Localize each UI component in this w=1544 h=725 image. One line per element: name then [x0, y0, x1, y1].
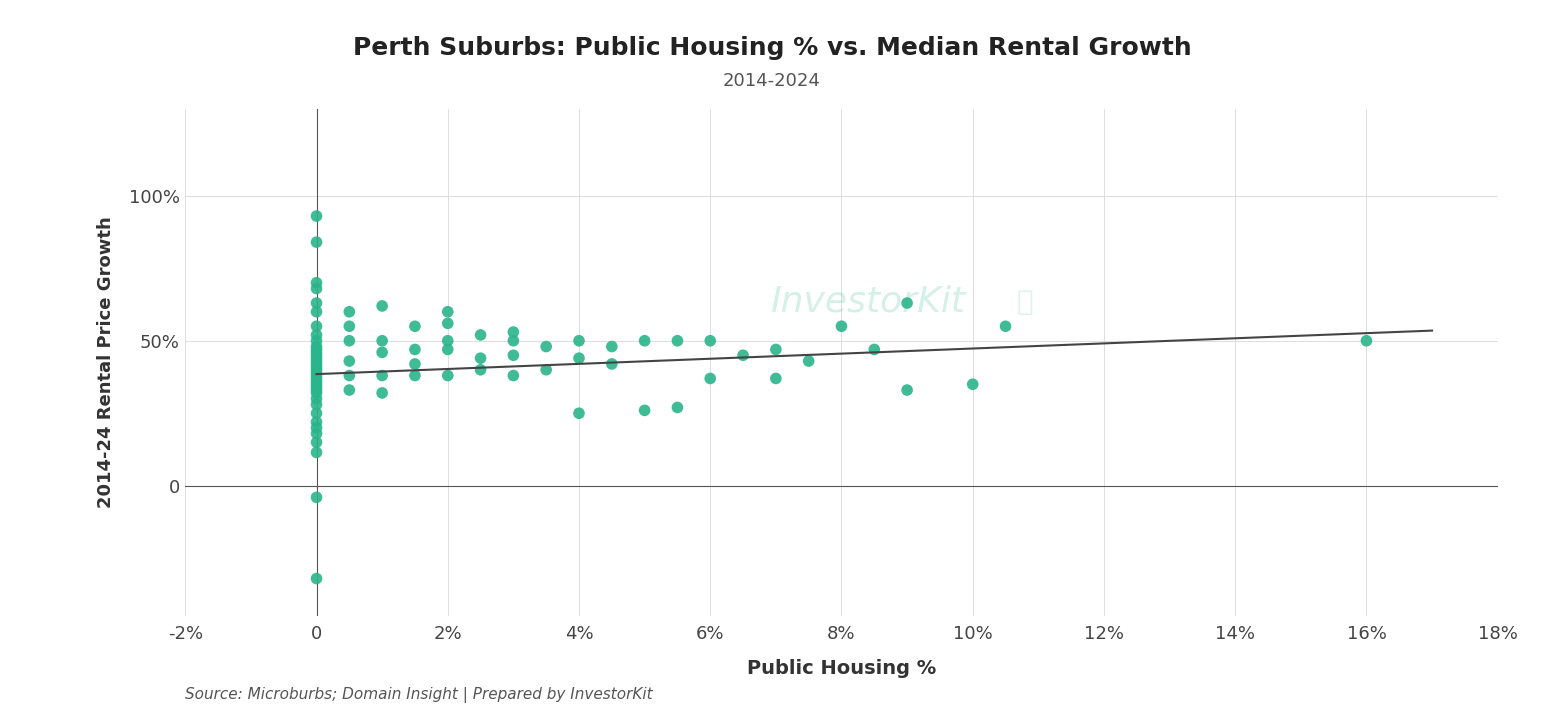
Point	[337, 370, 361, 381]
Point	[304, 210, 329, 222]
Point	[797, 355, 821, 367]
Point	[304, 367, 329, 378]
Point	[304, 297, 329, 309]
Point	[698, 335, 723, 347]
Point	[304, 447, 329, 458]
Point	[304, 329, 329, 341]
Point	[371, 387, 395, 399]
Point	[665, 402, 690, 413]
Point	[304, 373, 329, 384]
Point	[698, 373, 723, 384]
Point	[337, 306, 361, 318]
Text: InvestorKit: InvestorKit	[770, 285, 965, 318]
Point	[435, 370, 460, 381]
Point	[862, 344, 886, 355]
Point	[435, 306, 460, 318]
Point	[337, 320, 361, 332]
Point	[894, 297, 919, 309]
Point	[304, 364, 329, 376]
Point	[567, 352, 591, 364]
Point	[730, 349, 755, 361]
Text: Source: Microburbs; Domain Insight | Prepared by InvestorKit: Source: Microburbs; Domain Insight | Pre…	[185, 687, 653, 703]
Point	[435, 335, 460, 347]
Point	[435, 318, 460, 329]
Point	[304, 399, 329, 410]
Point	[304, 355, 329, 367]
Point	[304, 428, 329, 439]
Point	[993, 320, 1017, 332]
Point	[304, 347, 329, 358]
Text: 2014-2024: 2014-2024	[723, 72, 821, 91]
Point	[304, 407, 329, 419]
Point	[304, 277, 329, 289]
Point	[500, 349, 525, 361]
Point	[567, 407, 591, 419]
Point	[304, 306, 329, 318]
Text: Perth Suburbs: Public Housing % vs. Median Rental Growth: Perth Suburbs: Public Housing % vs. Medi…	[352, 36, 1192, 60]
Point	[599, 341, 624, 352]
Point	[371, 370, 395, 381]
Point	[304, 335, 329, 347]
Point	[534, 341, 559, 352]
Point	[468, 329, 493, 341]
Point	[665, 335, 690, 347]
Point	[371, 347, 395, 358]
Point	[534, 364, 559, 376]
Point	[337, 355, 361, 367]
Point	[371, 335, 395, 347]
Point	[599, 358, 624, 370]
Point	[500, 335, 525, 347]
Point	[764, 344, 789, 355]
Point	[304, 344, 329, 355]
Point	[500, 326, 525, 338]
Point	[304, 416, 329, 428]
Point	[304, 341, 329, 352]
Point	[304, 422, 329, 434]
Point	[894, 384, 919, 396]
Point	[500, 370, 525, 381]
Point	[304, 436, 329, 448]
Point	[304, 370, 329, 381]
Point	[960, 378, 985, 390]
Point	[371, 300, 395, 312]
Point	[304, 573, 329, 584]
Point	[304, 283, 329, 294]
Point	[403, 344, 428, 355]
Point	[304, 492, 329, 503]
Point	[435, 344, 460, 355]
Point	[304, 236, 329, 248]
Point	[403, 370, 428, 381]
Point	[304, 381, 329, 393]
Point	[337, 335, 361, 347]
Point	[304, 393, 329, 405]
Point	[304, 358, 329, 370]
Point	[829, 320, 854, 332]
Point	[304, 384, 329, 396]
Point	[304, 376, 329, 387]
Point	[1354, 335, 1379, 347]
Point	[304, 352, 329, 364]
Point	[304, 387, 329, 399]
Y-axis label: 2014-24 Rental Price Growth: 2014-24 Rental Price Growth	[97, 217, 114, 508]
Point	[403, 358, 428, 370]
Point	[468, 352, 493, 364]
Point	[304, 320, 329, 332]
Point	[633, 405, 658, 416]
X-axis label: Public Housing %: Public Housing %	[747, 659, 936, 679]
Point	[764, 373, 789, 384]
Point	[567, 335, 591, 347]
Point	[468, 364, 493, 376]
Point	[304, 378, 329, 390]
Point	[304, 361, 329, 373]
Point	[337, 384, 361, 396]
Point	[304, 349, 329, 361]
Point	[633, 335, 658, 347]
Point	[403, 320, 428, 332]
Text: ⬜: ⬜	[1017, 288, 1033, 315]
